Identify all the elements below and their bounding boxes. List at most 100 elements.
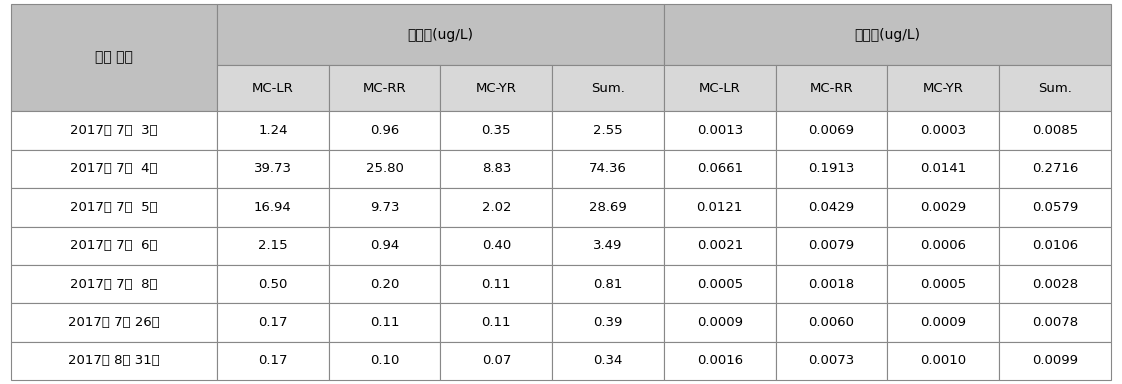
- Bar: [999, 111, 1111, 150]
- Text: 2017년 7월  6일: 2017년 7월 6일: [71, 239, 158, 252]
- Text: 0.0021: 0.0021: [697, 239, 743, 252]
- Text: 28.69: 28.69: [589, 201, 627, 214]
- Bar: [11, 111, 217, 150]
- Bar: [11, 342, 217, 380]
- Bar: [11, 227, 217, 265]
- Text: 2017년 7월  3일: 2017년 7월 3일: [71, 124, 158, 137]
- Bar: [217, 227, 329, 265]
- Text: MC-RR: MC-RR: [810, 82, 854, 95]
- Bar: [552, 227, 664, 265]
- Text: 0.11: 0.11: [370, 316, 399, 329]
- Bar: [999, 150, 1111, 188]
- Bar: [552, 111, 664, 150]
- Text: 2.15: 2.15: [258, 239, 287, 252]
- Text: 0.0141: 0.0141: [920, 162, 966, 175]
- Text: 9.73: 9.73: [370, 201, 399, 214]
- Text: 2017년 8월 31일: 2017년 8월 31일: [68, 354, 160, 367]
- Text: 0.20: 0.20: [370, 278, 399, 291]
- Text: 16.94: 16.94: [254, 201, 292, 214]
- Bar: [552, 65, 664, 111]
- Bar: [217, 150, 329, 188]
- Text: 입자태(ug/L): 입자태(ug/L): [854, 28, 920, 41]
- Text: 0.0029: 0.0029: [920, 201, 966, 214]
- Text: 3.49: 3.49: [594, 239, 623, 252]
- Bar: [329, 227, 441, 265]
- Text: 1.24: 1.24: [258, 124, 287, 137]
- Text: MC-LR: MC-LR: [252, 82, 294, 95]
- Text: Sum.: Sum.: [1038, 82, 1072, 95]
- Text: MC-YR: MC-YR: [922, 82, 964, 95]
- Bar: [552, 342, 664, 380]
- Bar: [664, 342, 775, 380]
- Text: MC-YR: MC-YR: [476, 82, 517, 95]
- Bar: [775, 265, 888, 303]
- Bar: [999, 65, 1111, 111]
- Bar: [217, 4, 664, 65]
- Bar: [217, 111, 329, 150]
- Bar: [11, 265, 217, 303]
- Text: 0.0013: 0.0013: [697, 124, 743, 137]
- Text: 0.11: 0.11: [481, 278, 511, 291]
- Text: 0.0099: 0.0099: [1032, 354, 1078, 367]
- Bar: [775, 227, 888, 265]
- Bar: [664, 4, 1111, 65]
- Bar: [664, 227, 775, 265]
- Bar: [775, 150, 888, 188]
- Text: 0.0010: 0.0010: [920, 354, 966, 367]
- Text: 0.17: 0.17: [258, 316, 287, 329]
- Bar: [217, 188, 329, 227]
- Bar: [441, 65, 552, 111]
- Text: 0.50: 0.50: [258, 278, 287, 291]
- Bar: [888, 150, 999, 188]
- Bar: [11, 188, 217, 227]
- Bar: [217, 342, 329, 380]
- Text: MC-LR: MC-LR: [699, 82, 741, 95]
- Bar: [775, 65, 888, 111]
- Bar: [888, 265, 999, 303]
- Text: 0.0085: 0.0085: [1032, 124, 1078, 137]
- Bar: [552, 150, 664, 188]
- Bar: [664, 188, 775, 227]
- Bar: [441, 227, 552, 265]
- Text: 2017년 7월  8일: 2017년 7월 8일: [71, 278, 158, 291]
- Text: 0.0060: 0.0060: [809, 316, 855, 329]
- Text: 0.0005: 0.0005: [920, 278, 966, 291]
- Text: 0.0003: 0.0003: [920, 124, 966, 137]
- Bar: [441, 150, 552, 188]
- Text: 8.83: 8.83: [481, 162, 511, 175]
- Text: 0.1913: 0.1913: [808, 162, 855, 175]
- Bar: [664, 303, 775, 342]
- Text: 2017년 7월  5일: 2017년 7월 5일: [71, 201, 158, 214]
- Bar: [888, 303, 999, 342]
- Bar: [552, 188, 664, 227]
- Bar: [775, 188, 888, 227]
- Bar: [329, 65, 441, 111]
- Text: 74.36: 74.36: [589, 162, 627, 175]
- Bar: [775, 111, 888, 150]
- Bar: [217, 65, 329, 111]
- Bar: [664, 265, 775, 303]
- Text: 0.0006: 0.0006: [920, 239, 966, 252]
- Bar: [664, 150, 775, 188]
- Text: 2017년 7월 26일: 2017년 7월 26일: [68, 316, 160, 329]
- Bar: [11, 4, 217, 111]
- Bar: [664, 65, 775, 111]
- Bar: [999, 188, 1111, 227]
- Bar: [329, 111, 441, 150]
- Bar: [441, 342, 552, 380]
- Bar: [552, 265, 664, 303]
- Text: MC-RR: MC-RR: [362, 82, 406, 95]
- Text: 0.96: 0.96: [370, 124, 399, 137]
- Bar: [664, 111, 775, 150]
- Bar: [217, 265, 329, 303]
- Bar: [775, 342, 888, 380]
- Bar: [999, 227, 1111, 265]
- Bar: [441, 303, 552, 342]
- Bar: [888, 342, 999, 380]
- Text: 0.07: 0.07: [481, 354, 511, 367]
- Bar: [329, 150, 441, 188]
- Bar: [888, 188, 999, 227]
- Bar: [999, 342, 1111, 380]
- Text: 0.81: 0.81: [594, 278, 623, 291]
- Bar: [999, 265, 1111, 303]
